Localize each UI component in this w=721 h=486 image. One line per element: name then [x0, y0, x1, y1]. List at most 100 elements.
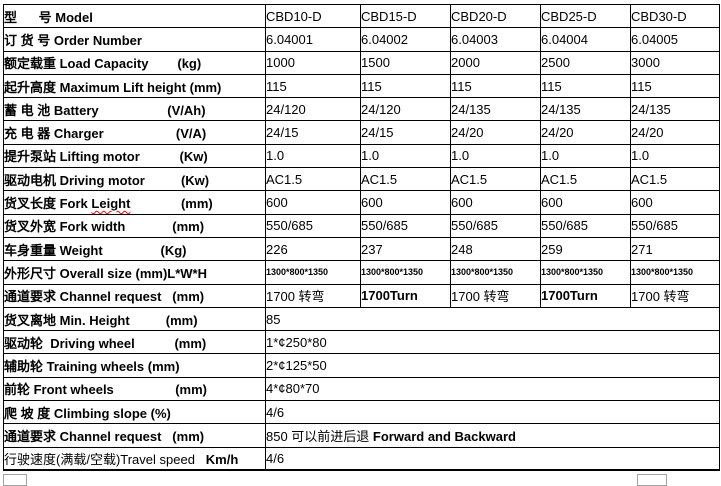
spec-cell: 6.04001 — [265, 27, 361, 52]
row-label: 驱动轮 Driving wheel (mm) — [3, 330, 266, 355]
spec-cell: 1300*800*1350 — [630, 260, 720, 285]
model-name-cell: CBD10-D — [265, 3, 361, 29]
row-label: 行驶速度(满载/空载)Travel speed Km/h — [3, 446, 266, 471]
row-lifting-motor: 提升泵站 Lifting motor (Kw) 1.0 1.0 1.0 1.0 … — [3, 143, 720, 169]
label-text: 行驶速度(满载/空载)Travel speed — [4, 452, 206, 468]
row-driving-motor: 驱动电机 Driving motor (Kw) AC1.5 AC1.5 AC1.… — [3, 167, 720, 192]
spec-cell: 1000 — [265, 50, 361, 75]
row-label: 蓄 电 池 Battery (V/Ah) — [3, 97, 266, 122]
spec-cell: 24/135 — [630, 97, 720, 122]
row-fork-length: 货叉长度 Fork Leight (mm) 600 600 600 600 60… — [3, 190, 720, 215]
spec-cell: 600 — [360, 190, 451, 215]
spec-cell: 1300*800*1350 — [450, 260, 541, 285]
value-cn: 850 可以前进后退 — [266, 428, 373, 444]
misspelled-word: Leight — [91, 196, 131, 212]
spec-cell: 271 — [630, 236, 720, 262]
spec-cell: AC1.5 — [360, 167, 451, 192]
spec-cell-merged: 4/6 — [265, 400, 720, 425]
spec-cell: 24/135 — [450, 97, 541, 122]
spec-cell: 24/120 — [265, 97, 361, 122]
row-travel-speed: 行驶速度(满载/空载)Travel speed Km/h 4/6 — [3, 446, 720, 471]
label-unit: (mm) — [130, 196, 213, 212]
spec-cell: 1.0 — [450, 143, 541, 169]
row-charger: 充 电 器 Charger (V/A) 24/15 24/15 24/20 24… — [3, 120, 720, 145]
row-overall-size: 外形尺寸 Overall size (mm)L*W*H 1300*800*135… — [3, 260, 720, 285]
row-front-wheels: 前轮 Front wheels (mm) 4*¢80*70 — [3, 376, 720, 402]
row-order-number: 订 货 号 Order Number 6.04001 6.04002 6.040… — [3, 27, 720, 52]
spec-cell: 115 — [450, 73, 541, 99]
spec-cell: 24/20 — [450, 120, 541, 145]
row-channel-request-850: 通道要求 Channel request (mm) 850 可以前进后退 For… — [3, 423, 720, 448]
spec-cell-merged: 4/6 — [265, 446, 720, 471]
spec-cell-merged: 1*¢250*80 — [265, 330, 720, 355]
row-fork-width: 货叉外宽 Fork width (mm) 550/685 550/685 550… — [3, 213, 720, 238]
spec-cell: 1700 转弯 — [450, 283, 541, 308]
row-channel-request-turn: 通道要求 Channel request (mm) 1700 转弯 1700Tu… — [3, 283, 720, 308]
row-label: 通道要求 Channel request (mm) — [3, 423, 266, 448]
spec-cell: 1700Turn — [360, 283, 451, 308]
row-label: 通道要求 Channel request (mm) — [3, 283, 266, 308]
partial-box-left — [3, 474, 27, 486]
row-driving-wheel: 驱动轮 Driving wheel (mm) 1*¢250*80 — [3, 330, 720, 355]
spec-cell: 550/685 — [630, 213, 720, 238]
spec-cell: 3000 — [630, 50, 720, 75]
row-label: 前轮 Front wheels (mm) — [3, 376, 266, 402]
spec-cell: 1300*800*1350 — [540, 260, 631, 285]
spec-cell: 1700 转弯 — [265, 283, 361, 308]
spec-cell: 115 — [630, 73, 720, 99]
row-label: 订 货 号 Order Number — [3, 27, 266, 52]
row-label: 货叉长度 Fork Leight (mm) — [3, 190, 266, 215]
row-load-capacity: 额定载重 Load Capacity (kg) 1000 1500 2000 2… — [3, 50, 720, 75]
spec-cell-merged: 2*¢125*50 — [265, 353, 720, 378]
spec-cell: 2500 — [540, 50, 631, 75]
spec-cell: 1700 转弯 — [630, 283, 720, 308]
row-label: 货叉离地 Min. Height (mm) — [3, 306, 266, 332]
spec-cell: 1.0 — [360, 143, 451, 169]
row-label: 车身重量 Weight (Kg) — [3, 236, 266, 262]
row-label: 驱动电机 Driving motor (Kw) — [3, 167, 266, 192]
row-label: 起升高度 Maximum Lift height (mm) — [3, 73, 266, 99]
spec-cell: 6.04003 — [450, 27, 541, 52]
row-label: 辅助轮 Training wheels (mm) — [3, 353, 266, 378]
spec-cell: 24/20 — [630, 120, 720, 145]
spec-cell: 226 — [265, 236, 361, 262]
row-training-wheels: 辅助轮 Training wheels (mm) 2*¢125*50 — [3, 353, 720, 378]
spec-cell: 6.04004 — [540, 27, 631, 52]
spec-cell: 24/120 — [360, 97, 451, 122]
spec-cell: AC1.5 — [630, 167, 720, 192]
spec-cell: AC1.5 — [540, 167, 631, 192]
model-name-cell: CBD15-D — [360, 3, 451, 29]
spec-cell: 24/15 — [360, 120, 451, 145]
spec-cell: 600 — [630, 190, 720, 215]
spec-cell: 1.0 — [265, 143, 361, 169]
spec-cell: 600 — [540, 190, 631, 215]
spec-cell: 550/685 — [265, 213, 361, 238]
spec-cell: AC1.5 — [450, 167, 541, 192]
spec-table: 型 号 Model CBD10-D CBD15-D CBD20-D CBD25-… — [3, 3, 720, 472]
spec-cell: 24/135 — [540, 97, 631, 122]
spec-cell: 1.0 — [630, 143, 720, 169]
model-name-cell: CBD30-D — [630, 3, 720, 29]
spec-cell-merged: 85 — [265, 306, 720, 332]
model-name-cell: CBD25-D — [540, 3, 631, 29]
row-label-model: 型 号 Model — [3, 3, 266, 29]
row-label: 额定载重 Load Capacity (kg) — [3, 50, 266, 75]
row-lift-height: 起升高度 Maximum Lift height (mm) 115 115 11… — [3, 73, 720, 99]
row-label: 提升泵站 Lifting motor (Kw) — [3, 143, 266, 169]
spec-cell: AC1.5 — [265, 167, 361, 192]
spec-cell: 115 — [265, 73, 361, 99]
spec-cell: 600 — [450, 190, 541, 215]
spec-cell-merged: 850 可以前进后退 Forward and Backward — [265, 423, 720, 448]
spec-cell: 2000 — [450, 50, 541, 75]
partial-box-right — [637, 474, 667, 486]
spec-cell: 1300*800*1350 — [360, 260, 451, 285]
spec-cell: 1300*800*1350 — [265, 260, 361, 285]
spec-cell: 550/685 — [540, 213, 631, 238]
spec-cell: 1500 — [360, 50, 451, 75]
spec-cell: 237 — [360, 236, 451, 262]
row-label: 充 电 器 Charger (V/A) — [3, 120, 266, 145]
model-name-cell: CBD20-D — [450, 3, 541, 29]
row-min-height: 货叉离地 Min. Height (mm) 85 — [3, 306, 720, 332]
row-label: 货叉外宽 Fork width (mm) — [3, 213, 266, 238]
spec-cell: 600 — [265, 190, 361, 215]
